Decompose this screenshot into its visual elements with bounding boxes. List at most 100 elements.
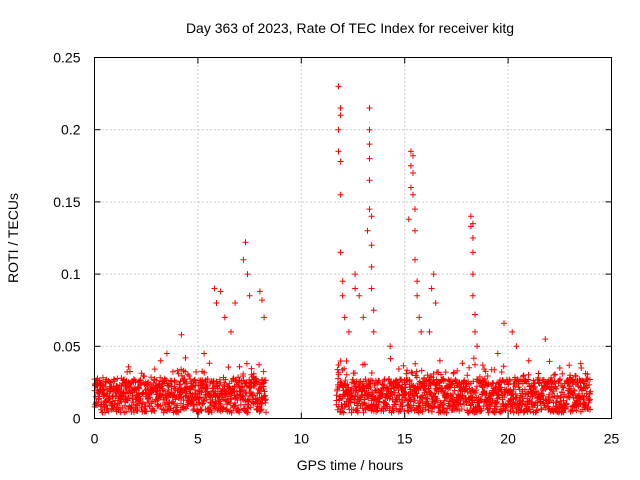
roti-point — [370, 328, 377, 335]
roti-point — [410, 152, 416, 159]
roti-point — [430, 271, 437, 278]
grid — [94, 57, 612, 419]
roti-point — [368, 263, 375, 270]
roti-point — [366, 141, 373, 148]
roti-point — [118, 375, 125, 382]
roti-point — [341, 314, 348, 321]
roti-point — [261, 314, 268, 321]
roti-point — [387, 343, 394, 350]
roti-point — [335, 126, 342, 133]
y-tick-label: 0.2 — [61, 122, 81, 138]
roti-point — [99, 386, 106, 393]
roti-point — [201, 350, 208, 357]
roti-point — [352, 285, 359, 292]
roti-point — [542, 336, 549, 343]
roti-point — [232, 300, 239, 306]
roti-point — [339, 278, 346, 285]
roti-point — [337, 105, 344, 111]
roti-point — [360, 314, 367, 321]
roti-point — [414, 278, 421, 285]
roti-point — [370, 307, 377, 314]
y-tick-label: 0 — [73, 411, 81, 427]
roti-point — [469, 249, 476, 256]
roti-point — [467, 213, 474, 220]
roti-point — [256, 288, 263, 295]
y-tick-label: 0.25 — [53, 50, 80, 66]
roti-point — [213, 300, 220, 306]
roti-point — [418, 328, 425, 335]
chart-title: Day 363 of 2023, Rate Of TEC Index for r… — [186, 20, 514, 36]
roti-point — [366, 155, 373, 162]
roti-point — [525, 357, 532, 364]
roti-point — [157, 357, 164, 364]
roti-point — [366, 206, 373, 213]
roti-point — [426, 328, 433, 335]
roti-point — [368, 242, 375, 249]
roti-point — [567, 372, 574, 379]
roti-point — [469, 292, 476, 299]
x-axis-label: GPS time / hours — [297, 457, 404, 473]
y-tick-label: 0.15 — [53, 194, 80, 210]
roti-point — [163, 350, 170, 357]
roti-point — [469, 271, 476, 278]
y-tick-labels: 0 0.05 0.1 0.15 0.2 0.25 — [53, 50, 80, 427]
roti-point — [407, 148, 414, 155]
roti-point — [410, 191, 416, 198]
roti-point — [240, 256, 247, 263]
roti-point — [335, 148, 342, 155]
roti-point — [472, 328, 478, 335]
roti-point — [352, 271, 359, 278]
roti-point — [259, 297, 265, 304]
roti-point — [337, 112, 344, 119]
x-tick-label: 5 — [194, 431, 202, 447]
roti-point — [337, 158, 344, 165]
roti-point — [556, 365, 563, 371]
axis-ticks — [94, 57, 612, 419]
plot-frame — [94, 57, 612, 419]
roti-point — [339, 292, 346, 299]
x-tick-label: 25 — [604, 431, 620, 447]
roti-point — [469, 220, 476, 227]
roti-point — [364, 227, 371, 234]
roti-point — [407, 184, 414, 191]
roti-point — [335, 83, 342, 90]
roti-point — [501, 320, 507, 327]
roti-point — [345, 328, 352, 335]
roti-point — [469, 235, 476, 241]
roti-point — [242, 239, 249, 246]
roti-point — [405, 216, 412, 223]
y-tick-label: 0.1 — [61, 266, 81, 282]
roti-background-markers — [91, 355, 594, 416]
roti-point — [228, 328, 234, 335]
roti-point — [244, 271, 251, 278]
roti-point — [412, 256, 418, 263]
roti-point — [509, 328, 516, 335]
y-tick-label: 0.05 — [53, 338, 80, 354]
roti-point — [577, 379, 584, 386]
roti-point — [356, 292, 363, 299]
roti-point — [432, 300, 439, 306]
x-tick-label: 0 — [91, 431, 99, 447]
roti-point — [474, 343, 481, 350]
roti-point — [412, 206, 418, 213]
roti-point — [366, 105, 373, 111]
roti-point — [366, 177, 373, 184]
roti-point — [513, 343, 520, 350]
roti-point — [337, 249, 344, 256]
roti-point — [145, 379, 152, 386]
roti-point — [178, 331, 185, 338]
data-points — [91, 83, 594, 416]
roti-point — [410, 170, 416, 176]
roti-point — [494, 350, 501, 357]
roti-point — [472, 311, 478, 318]
roti-point — [246, 292, 253, 299]
roti-point — [368, 285, 375, 292]
roti-point — [182, 354, 189, 361]
roti-point — [366, 126, 373, 133]
x-tick-labels: 0 5 10 15 20 25 — [91, 431, 620, 447]
roti-point — [436, 357, 443, 364]
y-axis-label: ROTI / TECUs — [5, 193, 21, 283]
x-tick-label: 10 — [294, 431, 310, 447]
roti-point — [217, 288, 224, 295]
